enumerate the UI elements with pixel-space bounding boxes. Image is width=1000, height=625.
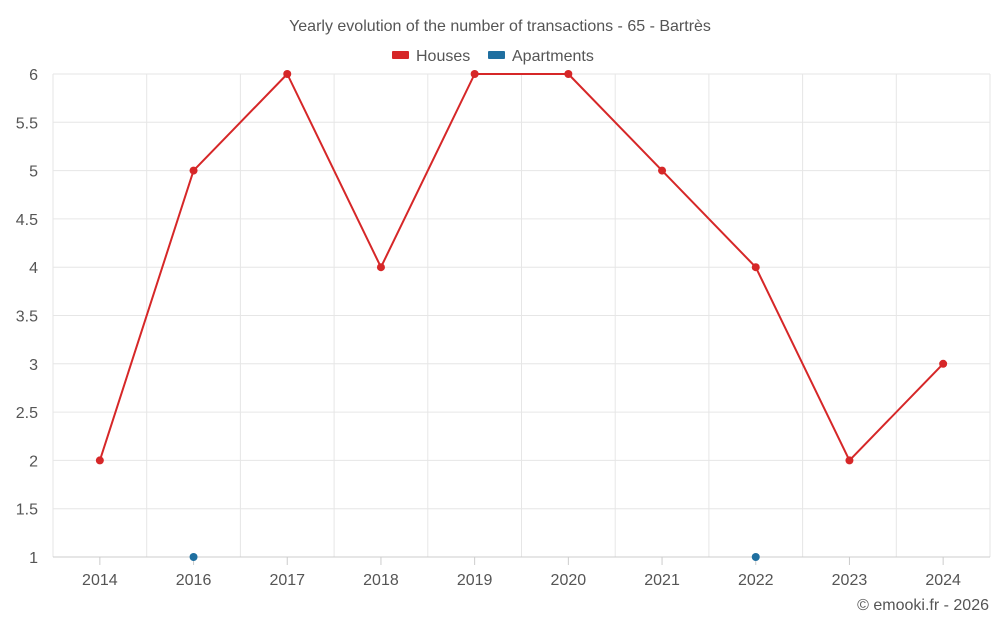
y-tick-label: 5.5 (16, 115, 38, 132)
x-tick-label: 2019 (457, 572, 493, 589)
x-tick-label: 2014 (82, 572, 118, 589)
y-tick-label: 3.5 (16, 309, 38, 326)
x-tick-label: 2021 (644, 572, 680, 589)
data-point-apartments[interactable] (751, 553, 760, 561)
x-tick-label: 2020 (551, 572, 587, 589)
grid (52, 73, 991, 557)
y-tick-label: 6 (29, 67, 38, 84)
y-tick-label: 1 (29, 550, 38, 567)
data-point-apartments[interactable] (189, 553, 198, 561)
legend-label-apartments: Apartments (512, 48, 594, 65)
legend-swatch-houses (392, 51, 409, 59)
series (95, 70, 948, 561)
data-point-houses[interactable] (751, 263, 760, 272)
data-point-houses[interactable] (845, 456, 854, 465)
x-tick-label: 2016 (176, 572, 212, 589)
legend-item-houses[interactable]: Houses (392, 48, 470, 65)
y-tick-label: 4 (29, 260, 38, 277)
data-point-houses[interactable] (658, 166, 667, 175)
data-point-houses[interactable] (470, 70, 479, 78)
legend-item-apartments[interactable]: Apartments (488, 48, 594, 65)
y-tick-label: 2.5 (16, 405, 38, 422)
y-tick-label: 2 (29, 453, 38, 470)
axes: 1 1.5 2 2.5 3 3.5 4 4.5 5 5.5 6 2014 2016 2017 2018 201… (16, 67, 990, 589)
data-point-houses[interactable] (939, 359, 948, 368)
legend-label-houses: Houses (416, 48, 470, 65)
x-tick-label: 2018 (363, 572, 399, 589)
series-line-houses (98, 73, 945, 462)
legend-swatch-apartments (488, 51, 505, 59)
y-tick-label: 3 (29, 357, 38, 374)
x-tick-label: 2017 (269, 572, 305, 589)
chart-legend: Houses Apartments (392, 48, 594, 65)
y-tick-label: 4.5 (16, 212, 38, 229)
data-point-houses[interactable] (95, 456, 104, 465)
chart-title: Yearly evolution of the number of transa… (289, 18, 711, 35)
credit-text: © emooki.fr - 2026 (857, 597, 989, 614)
data-point-houses[interactable] (189, 166, 198, 175)
x-tick-label: 2022 (738, 572, 774, 589)
data-point-houses[interactable] (376, 263, 385, 272)
x-tick-label: 2023 (832, 572, 868, 589)
y-tick-label: 5 (29, 164, 38, 181)
data-point-houses[interactable] (283, 70, 292, 78)
y-tick-label: 1.5 (16, 502, 38, 519)
x-tick-label: 2024 (925, 572, 961, 589)
data-point-houses[interactable] (564, 70, 573, 78)
